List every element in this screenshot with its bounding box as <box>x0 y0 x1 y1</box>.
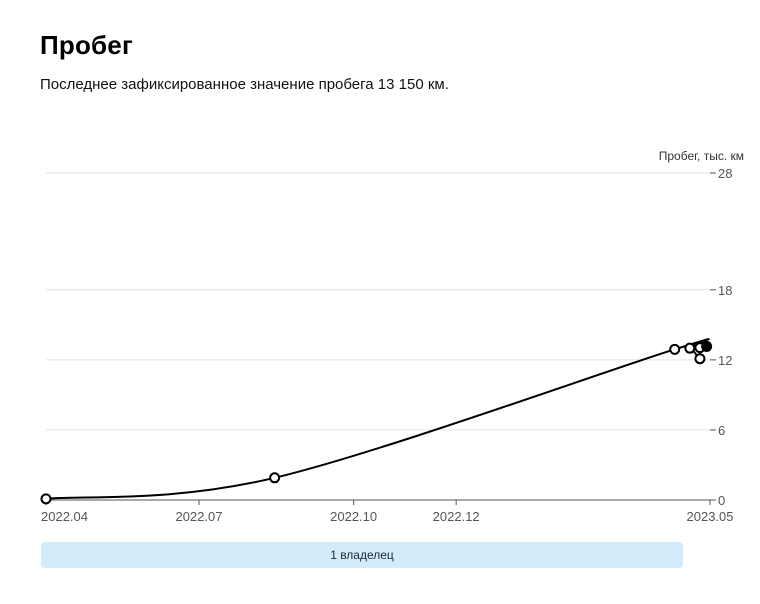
data-point-4[interactable] <box>694 353 706 365</box>
y-tick-label-18: 18 <box>718 283 732 298</box>
owner-label: 1 владелец <box>330 548 394 562</box>
page-title: Пробег <box>40 30 133 60</box>
y-axis-label: Пробег, тыс. км <box>659 149 744 163</box>
x-tick-label-0: 2022.04 <box>41 509 88 524</box>
y-tick-label-28: 28 <box>718 166 732 181</box>
owner-period-bar[interactable]: 1 владелец <box>41 542 683 568</box>
mileage-summary: Последнее зафиксированное значение пробе… <box>40 76 449 93</box>
y-tick-label-6: 6 <box>718 423 725 438</box>
data-point-1[interactable] <box>269 472 281 484</box>
mileage-line <box>45 338 710 500</box>
data-point-6[interactable] <box>701 340 713 352</box>
x-tick-label-4: 2023.05 <box>687 509 734 524</box>
y-axis-ticks: 0 6 12 18 28 <box>710 166 732 508</box>
x-axis-ticks: 2022.04 2022.07 2022.10 2022.12 2023.05 <box>41 500 734 524</box>
data-point-2[interactable] <box>669 343 681 355</box>
y-tick-label-0: 0 <box>718 493 725 508</box>
data-point-0[interactable] <box>40 493 52 505</box>
data-point-3[interactable] <box>684 342 696 354</box>
x-tick-label-1: 2022.07 <box>175 509 222 524</box>
y-tick-label-12: 12 <box>718 353 732 368</box>
x-tick-label-2: 2022.10 <box>330 509 377 524</box>
x-tick-label-3: 2022.12 <box>433 509 480 524</box>
data-points[interactable] <box>40 340 713 505</box>
grid-lines <box>46 172 710 431</box>
